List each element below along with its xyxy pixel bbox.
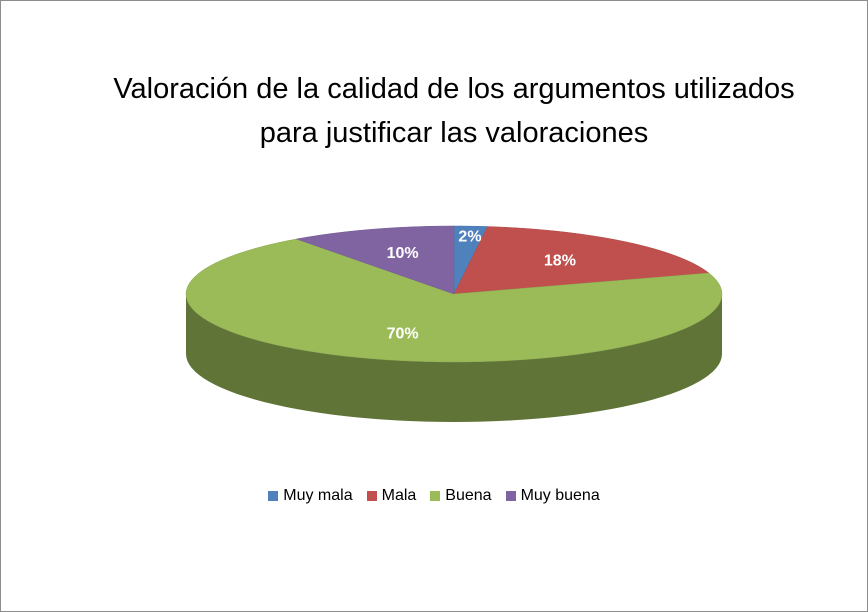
legend-item: Mala xyxy=(366,487,417,505)
pie-slice-side xyxy=(186,294,722,422)
data-label: 70% xyxy=(387,325,419,342)
legend-swatch xyxy=(268,491,279,501)
legend-label: Muy buena xyxy=(520,487,600,504)
legend-label: Mala xyxy=(381,487,417,504)
pie-slice xyxy=(185,238,723,363)
legend: Muy mala Mala Buena Muy buena xyxy=(1,487,867,505)
legend-label: Buena xyxy=(445,487,492,504)
legend-swatch xyxy=(505,491,516,501)
data-label: 10% xyxy=(387,245,419,262)
data-label: 18% xyxy=(544,253,576,270)
legend-swatch xyxy=(430,491,441,501)
pie-slice xyxy=(295,225,455,295)
chart-title: Valoración de la calidad de los argument… xyxy=(113,73,795,149)
legend-item: Buena xyxy=(430,487,492,505)
legend-label: Muy mala xyxy=(283,487,353,504)
pie-slice xyxy=(453,226,710,295)
legend-item: Muy mala xyxy=(268,487,353,505)
legend-swatch xyxy=(366,491,377,501)
legend-item: Muy buena xyxy=(505,487,600,505)
data-label: 2% xyxy=(458,229,481,246)
